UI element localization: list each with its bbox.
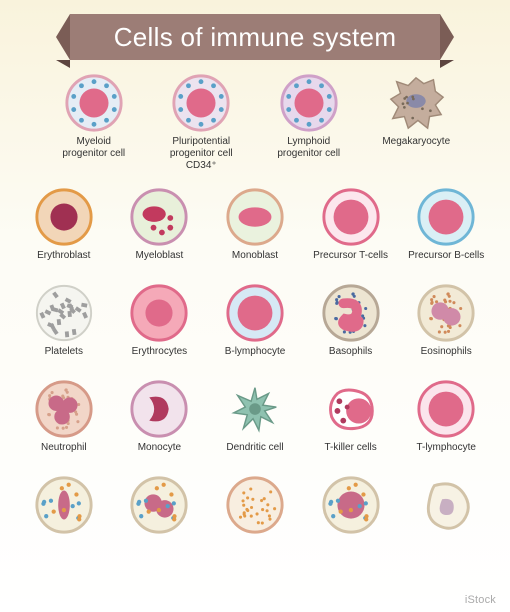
cell-label: Pluripotentialprogenitor cell CD34⁺ bbox=[156, 136, 246, 172]
cell-label: Basophils bbox=[329, 346, 372, 370]
cell-label: T-killer cells bbox=[324, 442, 376, 466]
monocyte-icon bbox=[128, 378, 190, 440]
megakaryocyte-icon bbox=[385, 72, 447, 134]
cell-grid: Erythroblast Myeloblast Monoblast Precursor… bbox=[0, 186, 510, 562]
neutrophil-icon bbox=[33, 378, 95, 440]
cell-label: Myeloidprogenitor cell bbox=[62, 136, 125, 160]
cell-immature-b bbox=[112, 474, 208, 562]
cell-precursor-t: Precursor T-cells bbox=[303, 186, 399, 274]
immature-b-icon bbox=[128, 474, 190, 536]
title-banner: Cells of immune system bbox=[70, 14, 440, 60]
eosinophils-icon bbox=[415, 282, 477, 344]
erythrocytes-icon bbox=[128, 282, 190, 344]
basophils-icon bbox=[320, 282, 382, 344]
cell-monoblast: Monoblast bbox=[207, 186, 303, 274]
t-killer-icon bbox=[320, 378, 382, 440]
cell-label: T-lymphocyte bbox=[416, 442, 475, 466]
immature-c-icon bbox=[224, 474, 286, 536]
cell-label: Lymphoidprogenitor cell bbox=[277, 136, 340, 160]
cell-myeloblast: Myeloblast bbox=[112, 186, 208, 274]
cell-immature-a bbox=[16, 474, 112, 562]
cell-label: Erythroblast bbox=[37, 250, 90, 274]
cell-label: Monoblast bbox=[232, 250, 278, 274]
cell-dendritic: Dendritic cell bbox=[207, 378, 303, 466]
precursor-t-icon bbox=[320, 186, 382, 248]
b-lymphocyte-icon bbox=[224, 282, 286, 344]
erythroblast-icon bbox=[33, 186, 95, 248]
lymphoid-progenitor-icon bbox=[278, 72, 340, 134]
cell-row-top: Myeloidprogenitor cell Pluripotentialprog… bbox=[0, 72, 510, 172]
cell-t-killer: T-killer cells bbox=[303, 378, 399, 466]
cell-label: Megakaryocyte bbox=[382, 136, 450, 160]
cell-monocyte: Monocyte bbox=[112, 378, 208, 466]
cell-label: Monocyte bbox=[138, 442, 181, 466]
cell-eosinophils: Eosinophils bbox=[398, 282, 494, 370]
cell-myeloid-progenitor: Myeloidprogenitor cell bbox=[40, 72, 148, 172]
pluripotential-icon bbox=[170, 72, 232, 134]
dendritic-icon bbox=[224, 378, 286, 440]
precursor-b-icon bbox=[415, 186, 477, 248]
watermark: iStock bbox=[465, 594, 496, 606]
page-title: Cells of immune system bbox=[114, 22, 397, 53]
myeloid-progenitor-icon bbox=[63, 72, 125, 134]
cell-immature-c bbox=[207, 474, 303, 562]
immature-a-icon bbox=[33, 474, 95, 536]
cell-label: Neutrophil bbox=[41, 442, 87, 466]
cell-erythroblast: Erythroblast bbox=[16, 186, 112, 274]
cell-label: B-lymphocyte bbox=[225, 346, 286, 370]
cell-label: Precursor B-cells bbox=[408, 250, 484, 274]
immature-d-icon bbox=[320, 474, 382, 536]
cell-neutrophil: Neutrophil bbox=[16, 378, 112, 466]
t-lymphocyte-icon bbox=[415, 378, 477, 440]
cell-immature-d bbox=[303, 474, 399, 562]
cell-precursor-b: Precursor B-cells bbox=[398, 186, 494, 274]
cell-pluripotential: Pluripotentialprogenitor cell CD34⁺ bbox=[148, 72, 256, 172]
myeloblast-icon bbox=[128, 186, 190, 248]
cell-label: Platelets bbox=[45, 346, 83, 370]
cell-erythrocytes: Erythrocytes bbox=[112, 282, 208, 370]
cell-label: Eosinophils bbox=[421, 346, 472, 370]
monoblast-icon bbox=[224, 186, 286, 248]
platelets-icon bbox=[33, 282, 95, 344]
cell-lymphoid-progenitor: Lymphoidprogenitor cell bbox=[255, 72, 363, 172]
cell-megakaryocyte: Megakaryocyte bbox=[363, 72, 471, 172]
cell-t-lymphocyte: T-lymphocyte bbox=[398, 378, 494, 466]
cell-immature-e bbox=[398, 474, 494, 562]
cell-label: Erythrocytes bbox=[132, 346, 188, 370]
immature-e-icon bbox=[415, 474, 477, 536]
cell-b-lymphocyte: B-lymphocyte bbox=[207, 282, 303, 370]
cell-label: Dendritic cell bbox=[226, 442, 283, 466]
cell-label: Precursor T-cells bbox=[313, 250, 388, 274]
cell-basophils: Basophils bbox=[303, 282, 399, 370]
cell-label: Myeloblast bbox=[135, 250, 183, 274]
cell-platelets: Platelets bbox=[16, 282, 112, 370]
